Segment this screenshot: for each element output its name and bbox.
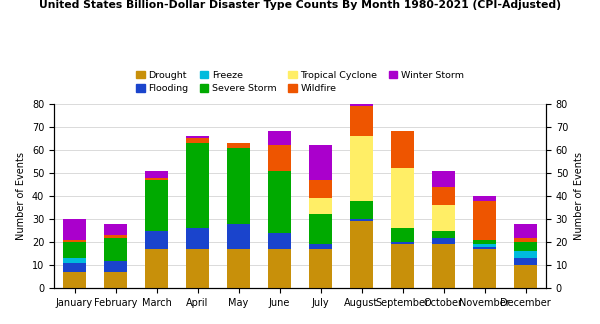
Bar [432,245,455,288]
Y-axis label: Number of Events: Number of Events [16,152,26,240]
Bar [514,237,537,242]
Bar [227,147,250,224]
Bar [227,249,250,288]
Bar [309,214,332,245]
Bar [227,143,250,147]
Bar [145,249,168,288]
Bar [391,228,414,242]
Text: United States Billion-Dollar Disaster Type Counts By Month 1980-2021 (CPI-Adjust: United States Billion-Dollar Disaster Ty… [39,0,561,10]
Bar [309,198,332,214]
Bar [309,249,332,288]
Bar [350,104,373,106]
Bar [186,228,209,249]
Bar [432,237,455,245]
Bar [104,237,127,260]
Bar [432,187,455,205]
Bar [63,258,86,263]
Bar [309,180,332,198]
Bar [104,260,127,272]
Bar [63,263,86,272]
Bar [514,265,537,288]
Bar [186,249,209,288]
Bar [514,224,537,237]
Bar [145,171,168,178]
Bar [145,178,168,180]
Y-axis label: Number of Events: Number of Events [574,152,584,240]
Bar [350,136,373,201]
Bar [432,231,455,237]
Bar [145,180,168,231]
Bar [309,245,332,249]
Bar [309,145,332,180]
Bar [473,240,496,245]
Bar [514,258,537,265]
Bar [63,240,86,242]
Bar [391,242,414,245]
Bar [391,245,414,288]
Bar [63,272,86,288]
Legend: Drought, Flooding, Freeze, Severe Storm, Tropical Cyclone, Wildfire, Winter Stor: Drought, Flooding, Freeze, Severe Storm,… [132,67,468,97]
Bar [268,132,291,145]
Bar [473,247,496,249]
Bar [432,171,455,187]
Bar [268,249,291,288]
Bar [514,251,537,258]
Bar [145,231,168,249]
Bar [63,219,86,240]
Bar [350,221,373,288]
Bar [186,136,209,138]
Bar [186,138,209,143]
Bar [186,143,209,228]
Bar [473,245,496,247]
Bar [104,235,127,237]
Bar [268,171,291,233]
Bar [350,106,373,136]
Bar [391,132,414,168]
Bar [104,224,127,235]
Bar [63,242,86,258]
Bar [268,145,291,171]
Bar [350,219,373,221]
Bar [473,249,496,288]
Bar [268,233,291,249]
Bar [514,242,537,251]
Bar [432,205,455,231]
Bar [473,201,496,240]
Bar [473,196,496,201]
Bar [227,224,250,249]
Bar [391,168,414,228]
Bar [350,201,373,219]
Bar [104,272,127,288]
